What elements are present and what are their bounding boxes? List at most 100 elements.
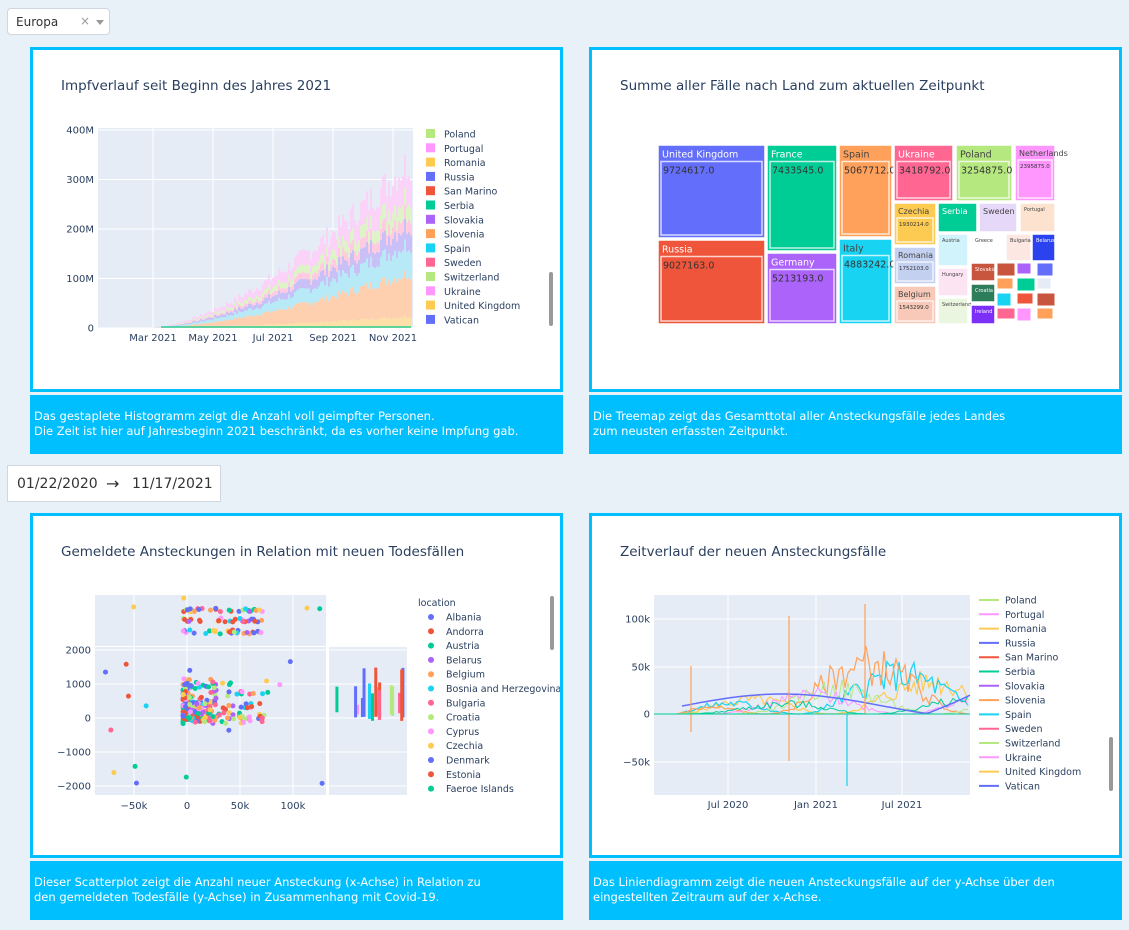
histogram-bar	[170, 324, 172, 326]
histogram-bar	[200, 316, 202, 319]
histogram-bar	[290, 291, 292, 299]
histogram-bar	[294, 323, 296, 328]
histogram-bar	[202, 319, 204, 321]
histogram-bar	[244, 293, 246, 300]
histogram-bar	[306, 265, 308, 274]
histogram-bar	[252, 299, 254, 304]
histogram-bar	[234, 302, 236, 306]
treemap-tile	[937, 233, 969, 267]
histogram-bar	[198, 318, 200, 320]
scatter-point	[181, 676, 187, 682]
histogram-bar	[328, 277, 330, 287]
histogram-bar	[398, 278, 400, 318]
histogram-bar	[278, 297, 280, 309]
line-chart[interactable]: 100k 50k 0 −50k Jul 2020 Jan 2021 Jul 2021 Pola…	[592, 516, 1119, 855]
histogram-bar	[272, 296, 274, 303]
legend-item: Sweden	[444, 258, 482, 269]
histogram-bar	[238, 311, 240, 318]
histogram-bar	[348, 247, 350, 258]
histogram-bar	[218, 312, 220, 315]
scatter-point	[207, 628, 213, 634]
treemap-tile	[970, 262, 996, 282]
histogram-bar	[372, 319, 374, 328]
histogram-bar	[348, 321, 350, 328]
histogram-bar	[208, 316, 210, 318]
histogram-bar	[186, 322, 188, 324]
scatter-point	[133, 780, 139, 786]
histogram-bar	[360, 286, 362, 320]
histogram-bar	[402, 317, 404, 328]
scatter-point	[192, 719, 198, 725]
histogram-bar	[372, 230, 374, 243]
legend-scrollbar[interactable]	[550, 596, 554, 650]
histogram-bar	[326, 320, 328, 328]
histogram-bar	[204, 318, 206, 320]
scatter-point	[250, 691, 256, 697]
histogram-bar	[380, 318, 382, 328]
scatter-point	[196, 705, 202, 711]
legend-scrollbar[interactable]	[549, 272, 553, 326]
y-tick-label: 300M	[66, 175, 94, 186]
scatter-point	[243, 701, 249, 707]
histogram-bar	[268, 289, 270, 295]
histogram-bar	[182, 325, 184, 327]
histogram-bar	[256, 299, 258, 303]
histogram-bar	[228, 303, 230, 309]
histogram-bar	[358, 251, 360, 261]
histogram-bar	[226, 309, 228, 312]
x-tick-label: 100k	[281, 801, 306, 812]
y-tick-label: 200M	[66, 225, 94, 236]
end-date-input[interactable]: 11/17/2021	[132, 476, 213, 492]
histogram-bar	[384, 203, 386, 219]
treemap-chart[interactable]: United Kingdom 9724617.0 Russia 9027163.0 Fr…	[592, 50, 1119, 389]
scatter-point	[217, 631, 223, 637]
histogram-bar	[276, 275, 278, 286]
scatter-point	[226, 607, 232, 613]
histogram-bar	[290, 309, 292, 324]
histogram-bar	[312, 322, 314, 328]
histogram-bar	[382, 176, 384, 206]
histogram-bar	[196, 317, 198, 320]
scatter-point	[196, 684, 202, 690]
histogram-bar	[378, 288, 380, 320]
scatter-point	[217, 609, 223, 615]
histogram-bar	[402, 277, 404, 318]
histogram-bar	[294, 278, 296, 284]
histogram-bar	[252, 310, 254, 317]
start-date-input[interactable]: 01/22/2020	[17, 476, 98, 492]
legend-swatch	[428, 699, 434, 706]
histogram-bar	[332, 266, 334, 279]
histogram-bar	[340, 264, 342, 277]
histogram-bar	[318, 261, 320, 270]
histogram-bar	[240, 302, 242, 306]
histogram-bar	[250, 289, 252, 297]
scatter-chart[interactable]: 2000 1000 0 −1000 −2000 −50k 0 50k 100k location A…	[33, 516, 560, 855]
legend-item: Belgium	[446, 670, 485, 681]
histogram-bar	[224, 310, 226, 313]
continent-dropdown[interactable]: Europa ×	[7, 8, 110, 35]
histogram-chart[interactable]: 0 100M 200M 300M 400M Mar 2021 May 2021 Jul 202…	[33, 50, 560, 389]
x-tick-label: Nov 2021	[369, 333, 417, 344]
date-range-picker[interactable]: 01/22/2020 → 11/17/2021	[7, 465, 221, 502]
histogram-bar	[190, 323, 192, 326]
scatter-point	[258, 630, 264, 636]
histogram-bar	[214, 307, 216, 312]
histogram-panel: Impfverlauf seit Beginn des Jahres 2021 …	[30, 47, 563, 392]
chevron-down-icon[interactable]	[96, 20, 104, 25]
legend-scrollbar[interactable]	[1109, 737, 1113, 791]
histogram-bar	[244, 310, 246, 317]
histogram-bar	[320, 264, 322, 272]
histogram-bar	[382, 277, 384, 318]
histogram-bar	[386, 318, 388, 328]
histogram-bar	[376, 288, 378, 320]
clear-icon[interactable]: ×	[80, 14, 91, 28]
histogram-bar	[380, 256, 382, 282]
histogram-bar	[410, 235, 412, 253]
histogram-bar	[296, 303, 298, 323]
legend-item: Serbia	[444, 201, 474, 212]
treemap-label: Poland	[960, 150, 992, 161]
legend-item: Romania	[444, 158, 486, 169]
histogram-bar	[266, 303, 268, 312]
histogram-bar	[294, 304, 296, 324]
histogram-bar	[308, 273, 310, 280]
